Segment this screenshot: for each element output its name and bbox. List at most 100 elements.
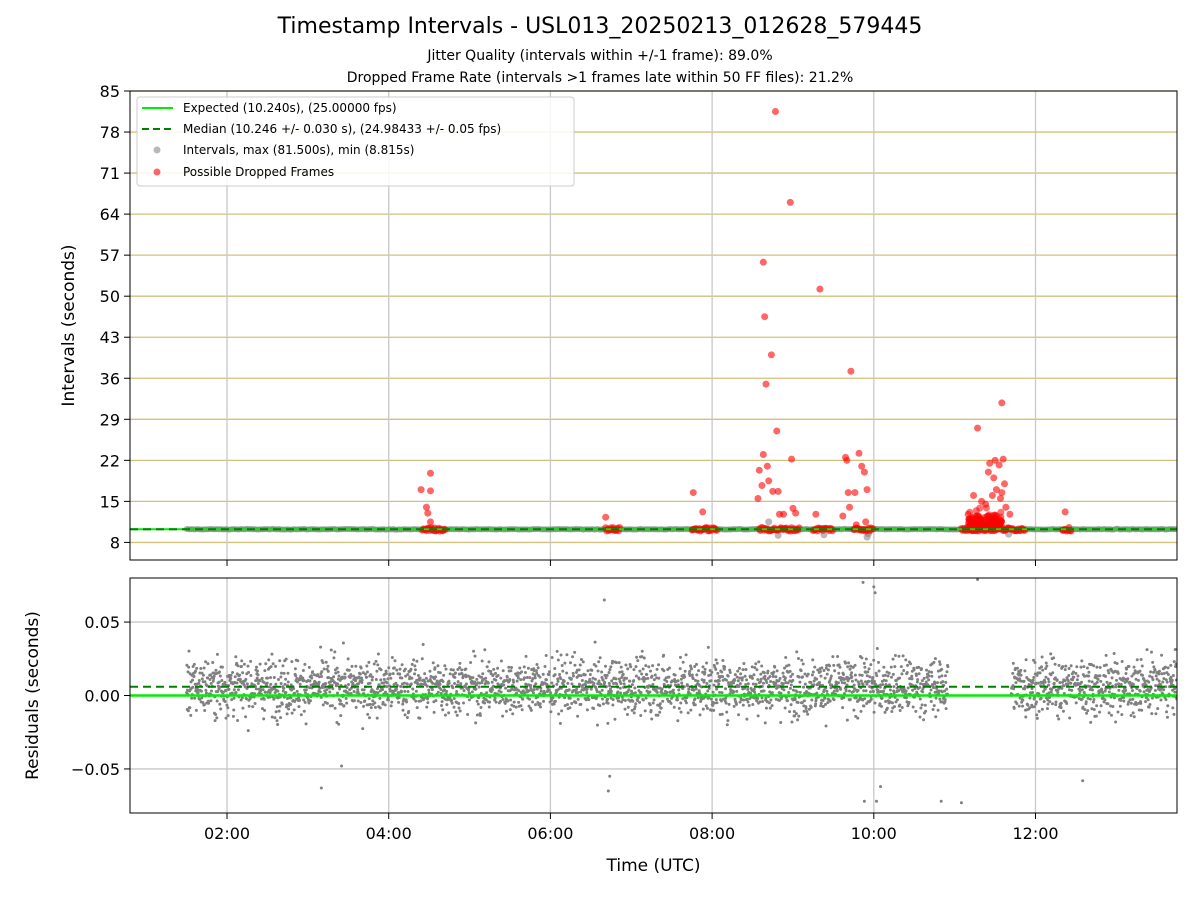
- residual-point: [576, 714, 580, 718]
- residual-point: [1024, 658, 1028, 662]
- residual-point: [890, 710, 894, 714]
- residual-point: [1057, 717, 1061, 721]
- residual-point: [746, 700, 750, 704]
- residual-point: [560, 664, 564, 668]
- residual-point: [1114, 720, 1118, 724]
- residual-point: [761, 681, 765, 685]
- residual-point: [376, 691, 380, 695]
- residual-point: [768, 706, 772, 710]
- residual-point: [521, 697, 525, 701]
- residual-point: [391, 672, 395, 676]
- residual-point: [560, 709, 564, 713]
- ytick-label: 78: [100, 123, 120, 142]
- residual-point: [1157, 672, 1161, 676]
- legend-swatch-intervals: [153, 146, 161, 154]
- residual-point: [232, 708, 236, 712]
- residual-point: [484, 698, 488, 702]
- residual-point: [512, 680, 516, 684]
- residual-point: [724, 687, 728, 691]
- residual-point: [207, 701, 211, 705]
- residual-point: [1169, 663, 1173, 667]
- residual-point: [853, 673, 857, 677]
- residual-point: [232, 688, 236, 692]
- residual-point: [651, 664, 655, 668]
- residual-point: [218, 702, 222, 706]
- residual-point: [933, 682, 937, 686]
- residual-point: [1112, 696, 1116, 700]
- residual-point: [337, 722, 341, 726]
- residual-point: [499, 659, 503, 663]
- residual-point: [826, 701, 830, 705]
- residual-point: [553, 699, 557, 703]
- residual-point: [695, 673, 699, 677]
- residual-point: [317, 680, 321, 684]
- residual-point: [301, 676, 305, 680]
- residual-point: [365, 670, 369, 674]
- residual-point: [1044, 666, 1048, 670]
- residual-point: [614, 677, 618, 681]
- residual-point: [592, 681, 596, 685]
- residual-point: [1115, 661, 1119, 665]
- residual-point: [832, 698, 836, 702]
- residual-point: [319, 645, 323, 649]
- residual-point: [550, 655, 554, 659]
- residual-point: [483, 648, 487, 652]
- residual-point: [658, 702, 662, 706]
- residual-point: [768, 674, 772, 678]
- residual-point: [287, 707, 291, 711]
- residual-point: [815, 677, 819, 681]
- residual-point: [1107, 671, 1111, 675]
- dropped-frame-point: [974, 424, 982, 432]
- residual-point: [332, 656, 336, 660]
- residual-point: [874, 671, 878, 675]
- residual-point: [509, 669, 513, 673]
- dropped-frame-point: [774, 487, 782, 495]
- residual-point: [779, 720, 783, 724]
- residual-point: [944, 680, 948, 684]
- residual-point: [1131, 711, 1135, 715]
- residual-point: [1104, 663, 1108, 667]
- residual-point: [720, 691, 724, 695]
- residual-point: [441, 708, 445, 712]
- residual-point: [796, 657, 800, 661]
- residual-point: [255, 665, 259, 669]
- residual-point: [723, 665, 727, 669]
- residual-point: [1099, 679, 1103, 683]
- residual-point: [856, 689, 860, 693]
- residual-point: [511, 712, 515, 716]
- residual-point: [667, 675, 671, 679]
- residual-point: [522, 665, 526, 669]
- residual-point: [626, 705, 630, 709]
- residual-point: [329, 648, 333, 652]
- residual-point: [641, 667, 645, 671]
- residual-point: [732, 690, 736, 694]
- residual-point: [714, 658, 718, 662]
- residual-point: [424, 676, 428, 680]
- residual-point: [609, 665, 613, 669]
- residual-point: [414, 699, 418, 703]
- residual-point: [397, 700, 401, 704]
- residual-point: [636, 696, 640, 700]
- residual-point: [807, 707, 811, 711]
- residual-point: [460, 668, 464, 672]
- residual-point: [652, 698, 656, 702]
- residual-point: [368, 702, 372, 706]
- residual-point: [301, 669, 305, 673]
- dropped-frame-point: [1002, 503, 1010, 511]
- residual-point: [544, 653, 548, 657]
- residual-point: [225, 703, 229, 707]
- residual-point: [640, 672, 644, 676]
- residual-point: [1049, 690, 1053, 694]
- dropped-frame-point: [844, 489, 852, 497]
- legend-entry: Intervals, max (81.500s), min (8.815s): [183, 143, 414, 157]
- residual-point: [241, 706, 245, 710]
- residual-point: [618, 686, 622, 690]
- residual-point: [423, 680, 427, 684]
- residual-point: [346, 682, 350, 686]
- residual-point: [236, 718, 240, 722]
- residual-point: [669, 701, 673, 705]
- residual-point: [921, 687, 925, 691]
- residual-point: [1047, 680, 1051, 684]
- residual-point: [262, 697, 266, 701]
- dropped-frame-point: [795, 524, 803, 532]
